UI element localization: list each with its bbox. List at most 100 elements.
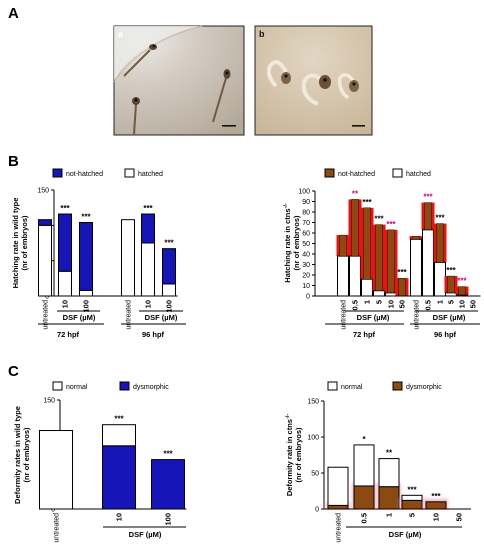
x-tick-label: 10 bbox=[144, 300, 153, 308]
y-tick-label: 30 bbox=[302, 262, 310, 269]
x-tick-label: 50 bbox=[469, 300, 478, 308]
legend-label: normal bbox=[66, 384, 88, 391]
y-tick-label: 0 bbox=[306, 294, 310, 301]
bar-dysmorphic bbox=[102, 445, 136, 510]
x-tick-label: 10 bbox=[115, 513, 124, 521]
significance-stars: *** bbox=[386, 220, 396, 229]
curled-larva-2 bbox=[301, 73, 331, 106]
significance-stars: *** bbox=[435, 214, 445, 223]
y-tick-label: 100 bbox=[298, 189, 310, 196]
y-tick-label: 100 bbox=[307, 435, 319, 442]
dsf-label: DSF (µM) bbox=[357, 313, 390, 322]
x-tick-label: untreated bbox=[43, 300, 50, 330]
photo-b: b bbox=[254, 25, 373, 136]
legend-swatch bbox=[324, 168, 335, 178]
x-tick-label: untreated bbox=[414, 300, 421, 330]
dsf-label: DSF (µM) bbox=[63, 313, 96, 322]
group-label: 96 hpf bbox=[142, 330, 165, 339]
bar-not-hatched bbox=[387, 229, 395, 294]
larva-2 bbox=[212, 69, 231, 123]
bar-hatched bbox=[349, 255, 361, 297]
x-tick-label: 10 bbox=[387, 300, 396, 308]
legend-swatch bbox=[392, 168, 403, 178]
significance-stars: *** bbox=[431, 492, 441, 501]
dsf-label: DSF (µM) bbox=[145, 313, 178, 322]
bar-hatched bbox=[141, 242, 155, 297]
significance-stars: *** bbox=[423, 193, 433, 202]
bar-normal bbox=[327, 466, 349, 506]
y-axis-label: Hatching rate in wild type(nr of embryos… bbox=[11, 198, 29, 289]
bar-not-hatched bbox=[436, 223, 444, 263]
bar-not-hatched bbox=[79, 222, 93, 291]
panel-letter-b: B bbox=[8, 153, 19, 170]
significance-stars: *** bbox=[143, 204, 153, 213]
legend-label: not-hatched bbox=[66, 171, 103, 178]
y-axis-label-superscript: -/- bbox=[285, 414, 291, 419]
y-axis-label: Hatching rate in ctns-/- (nr of embryos) bbox=[283, 203, 301, 283]
bar-hatched bbox=[422, 229, 434, 297]
x-tick-label: 100 bbox=[165, 300, 174, 313]
panel-letter-a: A bbox=[8, 5, 19, 22]
bar-hatched bbox=[361, 278, 373, 297]
x-tick-label: 0.5 bbox=[424, 300, 433, 310]
y-tick-label: 0 bbox=[51, 507, 55, 514]
x-tick-label: 1 bbox=[436, 300, 445, 304]
significance-stars: *** bbox=[397, 268, 407, 277]
panel-letter-c: C bbox=[8, 363, 19, 380]
photo-a: a bbox=[113, 25, 245, 136]
y-axis-label-line1: Deformity rate in ctns bbox=[285, 419, 294, 496]
larva-3 bbox=[132, 97, 140, 135]
legend-swatch bbox=[392, 381, 403, 391]
x-tick-label: 5 bbox=[447, 300, 456, 304]
bar-not-hatched bbox=[363, 207, 371, 280]
bar-hatched bbox=[58, 270, 72, 297]
y-axis-label-line1: Deformity rates in wild type bbox=[13, 406, 22, 504]
bar-hatched bbox=[162, 283, 176, 297]
y-tick-label: 50 bbox=[311, 471, 319, 478]
legend-label: hatched bbox=[138, 171, 163, 178]
x-tick-label: untreated bbox=[336, 513, 343, 543]
bar-normal bbox=[378, 458, 400, 488]
y-tick-label: 80 bbox=[302, 210, 310, 217]
y-tick-label: 90 bbox=[302, 199, 310, 206]
x-tick-label: 50 bbox=[398, 300, 407, 308]
x-tick-label: 1 bbox=[385, 513, 394, 517]
x-tick-label: 10 bbox=[432, 513, 441, 521]
legend-swatch bbox=[52, 381, 63, 391]
y-axis-label-line2: (nr of embryos) bbox=[22, 427, 31, 483]
scale-bar-a bbox=[222, 125, 236, 127]
x-tick-label: 0.5 bbox=[360, 513, 369, 523]
significance-stars: *** bbox=[114, 415, 124, 424]
legend-swatch bbox=[52, 168, 63, 178]
curled-larva-3 bbox=[337, 73, 359, 100]
y-axis-label-line2: (nr of embryos) bbox=[294, 427, 303, 483]
bar-hatched bbox=[38, 224, 52, 297]
y-axis-label-line1: Hatching rate in wild type bbox=[11, 198, 20, 289]
significance-stars: *** bbox=[374, 215, 384, 224]
x-tick-label: untreated bbox=[126, 300, 133, 330]
x-tick-label: untreated bbox=[341, 300, 348, 330]
y-tick-label: 70 bbox=[302, 220, 310, 227]
bar-dysmorphic bbox=[378, 486, 400, 510]
y-tick-label: 0 bbox=[315, 507, 319, 514]
significance-stars: *** bbox=[163, 450, 173, 459]
y-tick-label: 50 bbox=[302, 241, 310, 248]
bar-dysmorphic bbox=[151, 459, 185, 510]
bar-not-hatched bbox=[141, 213, 155, 244]
significance-stars: *** bbox=[457, 277, 467, 286]
significance-stars: * bbox=[362, 435, 366, 444]
bar-dysmorphic bbox=[353, 485, 375, 510]
group-label: 72 hpf bbox=[57, 330, 80, 339]
x-tick-label: 0.5 bbox=[351, 300, 360, 310]
x-tick-label: untreated bbox=[54, 513, 61, 543]
legend-swatch bbox=[119, 381, 130, 391]
y-tick-label: 0 bbox=[45, 294, 49, 301]
bar-normal bbox=[353, 444, 375, 487]
y-tick-label: 60 bbox=[302, 231, 310, 238]
significance-stars: *** bbox=[407, 485, 417, 494]
x-tick-label: 5 bbox=[408, 513, 417, 517]
bar-not-hatched bbox=[412, 235, 420, 240]
bar-hatched bbox=[434, 261, 446, 297]
significance-stars: *** bbox=[60, 204, 70, 213]
